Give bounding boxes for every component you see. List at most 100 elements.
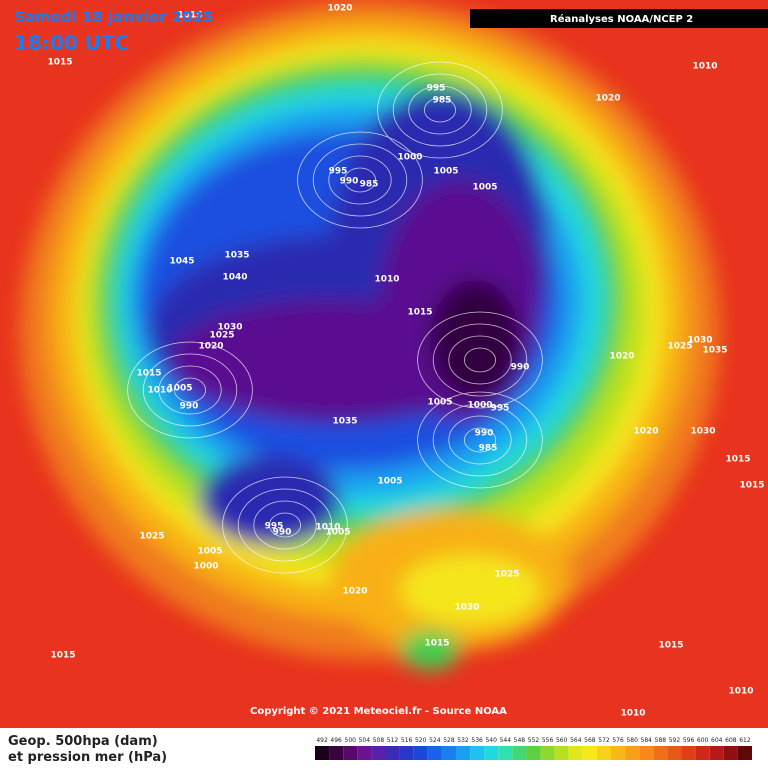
isobar: [377, 61, 503, 159]
isobar-label: 1035: [702, 346, 727, 356]
isobar-label: 1045: [169, 257, 194, 267]
isobar-label: 985: [360, 180, 379, 190]
isobar-label: 1010: [620, 709, 645, 719]
isobar-label: 1005: [197, 547, 222, 557]
color-scale-label: 572: [598, 737, 610, 744]
color-scale-label: 568: [584, 737, 596, 744]
color-swatch: [484, 746, 499, 760]
isobar-label: 1000: [193, 562, 218, 572]
color-scale-label: 544: [500, 737, 512, 744]
color-swatch: [723, 746, 738, 760]
field-layer: [400, 630, 460, 670]
isobar: [417, 391, 543, 489]
isobar-label: 1005: [427, 398, 452, 408]
isobar-label: 995: [329, 167, 348, 177]
field-layer: [430, 280, 520, 400]
isobar-label: 1015: [725, 455, 750, 465]
color-scale-label: 600: [697, 737, 709, 744]
color-swatch: [357, 746, 372, 760]
isobar-label: 1030: [687, 336, 712, 346]
isobar: [297, 131, 423, 229]
isobar: [328, 155, 392, 205]
isobar-label: 1025: [139, 532, 164, 542]
color-swatch: [385, 746, 400, 760]
isobar-label: 1015: [407, 308, 432, 318]
isobar: [423, 97, 456, 123]
isobar: [173, 377, 206, 403]
isobar-label: 985: [479, 444, 498, 454]
isobar: [142, 353, 238, 427]
color-scale-label: 556: [542, 737, 554, 744]
color-scale-label: 524: [429, 737, 441, 744]
color-scale-label: 520: [415, 737, 427, 744]
isobar-label: 1005: [167, 384, 192, 394]
isobar-label: 1015: [136, 369, 161, 379]
color-swatch: [526, 746, 541, 760]
color-swatch: [441, 746, 456, 760]
color-swatch: [568, 746, 583, 760]
isobar-label: 1020: [198, 342, 223, 352]
isobars: [127, 61, 543, 574]
isobar-label: 995: [265, 522, 284, 532]
color-swatch: [498, 746, 513, 760]
isobar: [158, 365, 222, 415]
isobar: [432, 403, 528, 477]
color-scale-label: 492: [316, 737, 328, 744]
color-swatch: [709, 746, 724, 760]
isobar-label: 1010: [147, 386, 172, 396]
legend-title: et pression mer (hPa): [8, 750, 167, 765]
isobar-label: 1035: [332, 417, 357, 427]
color-scale-label: 536: [471, 737, 483, 744]
isobar-label: 1025: [494, 570, 519, 580]
color-swatch: [737, 746, 752, 760]
isobar: [463, 427, 496, 453]
isobar-label: 1010: [728, 687, 753, 697]
isobar-label: 990: [180, 402, 199, 412]
color-scale-label: 588: [655, 737, 667, 744]
isobar-label: 1015: [47, 58, 72, 68]
color-scale-label: 516: [401, 737, 413, 744]
isobar: [417, 311, 543, 409]
source-box: [470, 9, 768, 28]
isobar: [448, 415, 512, 465]
color-scale: 492 496 500 504 508 512 516 520 524 528 532 536 540 5…: [315, 737, 752, 760]
color-swatch: [653, 746, 668, 760]
color-swatch: [554, 746, 569, 760]
isobar-label: 1005: [472, 183, 497, 193]
color-scale-label: 580: [626, 737, 638, 744]
isobar: [222, 476, 348, 574]
color-scale-label: 504: [359, 737, 371, 744]
color-swatch: [413, 746, 428, 760]
map-title: Samedi 18 janvier 2025: [14, 8, 213, 26]
isobar: [343, 167, 376, 193]
color-swatch: [315, 746, 330, 760]
isobar: [312, 143, 408, 217]
color-scale-label: 528: [443, 737, 455, 744]
isobar-label: 990: [511, 363, 530, 373]
isobar-label: 1010: [374, 275, 399, 285]
isobar-label: 1015: [177, 11, 202, 21]
isobar-label: 1005: [377, 477, 402, 487]
isobar-label: 1035: [224, 251, 249, 261]
color-scale-label: 496: [330, 737, 342, 744]
isobar-label: 1020: [595, 94, 620, 104]
color-swatch: [667, 746, 682, 760]
isobar-label: 990: [475, 429, 494, 439]
isobar: [127, 341, 253, 439]
isobar-label: 985: [433, 96, 452, 106]
map-time: 18:00 UTC: [14, 31, 129, 55]
isobar-label: 990: [273, 528, 292, 538]
color-scale-label: 560: [556, 737, 568, 744]
isobar-label: 1015: [50, 651, 75, 661]
field-layer: [200, 455, 340, 545]
isobar-label: 1005: [433, 167, 458, 177]
color-swatch: [427, 746, 442, 760]
isobar-label: 1030: [690, 427, 715, 437]
source-label: Réanalyses NOAA/NCEP 2: [550, 13, 693, 25]
isobar-label: 1030: [217, 323, 242, 333]
isobar-label: 1020: [609, 352, 634, 362]
isobar-labels: 1015 1015 1020 1010 1020 995 985 1000 1005 1005 99…: [47, 4, 764, 719]
color-scale-label: 512: [387, 737, 399, 744]
color-swatch: [625, 746, 640, 760]
field-layer: [400, 555, 540, 625]
